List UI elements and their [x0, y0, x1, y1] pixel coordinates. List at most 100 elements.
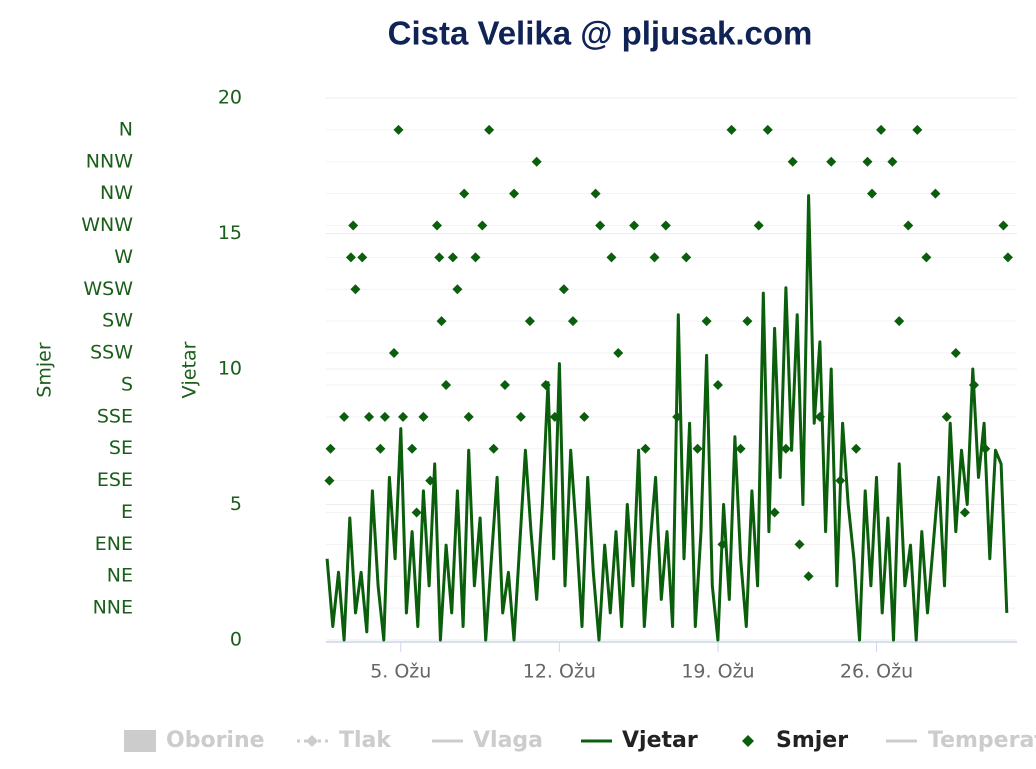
y2-tick-label: NW [100, 182, 133, 204]
direction-point [613, 348, 624, 359]
y2-tick-label: W [114, 246, 133, 268]
direction-point [434, 252, 445, 263]
direction-point [470, 252, 481, 263]
direction-point [398, 411, 409, 422]
y2-tick-label: SE [109, 437, 133, 459]
y2-tick-label: S [121, 373, 133, 395]
direction-point [862, 156, 873, 167]
y-tick-label: 5 [230, 493, 242, 515]
direction-point [950, 348, 961, 359]
y2-tick-label: N [119, 118, 133, 140]
direction-point [742, 316, 753, 327]
direction-point [903, 220, 914, 231]
direction-point [325, 443, 336, 454]
legend-label[interactable]: Smjer [776, 728, 848, 753]
x-tick-label: 19. Ožu [681, 661, 754, 683]
direction-point [375, 443, 386, 454]
direction-point [407, 443, 418, 454]
direction-point [595, 220, 606, 231]
direction-point [540, 379, 551, 390]
direction-point [753, 220, 764, 231]
direction-point [524, 316, 535, 327]
y2-tick-label: E [121, 501, 133, 523]
direction-point [348, 220, 359, 231]
direction-point [364, 411, 375, 422]
direction-point [606, 252, 617, 263]
direction-point [452, 284, 463, 295]
chart-title: Cista Velika @ pljusak.com [388, 15, 813, 52]
direction-point [867, 188, 878, 199]
direction-point [393, 124, 404, 135]
direction-point [488, 443, 499, 454]
direction-point [649, 252, 660, 263]
direction-point [660, 220, 671, 231]
direction-point [803, 571, 814, 582]
x-tick-label: 26. Ožu [840, 661, 913, 683]
y2-tick-label: ESE [97, 469, 133, 491]
x-tick-label: 12. Ožu [523, 661, 596, 683]
direction-point [769, 507, 780, 518]
y2-tick-label: NE [107, 565, 133, 587]
direction-point [388, 348, 399, 359]
direction-point [441, 379, 452, 390]
direction-point [339, 411, 350, 422]
direction-point [558, 284, 569, 295]
direction-point [941, 411, 952, 422]
y2-axis-title: Smjer [34, 342, 56, 398]
direction-point [463, 411, 474, 422]
direction-point [379, 411, 390, 422]
legend-symbol [306, 735, 318, 747]
y-tick-label: 15 [218, 222, 242, 244]
direction-point [515, 411, 526, 422]
y-axis-title: Vjetar [179, 341, 201, 398]
y-tick-label: 10 [218, 358, 242, 380]
direction-point [894, 316, 905, 327]
direction-point [459, 188, 470, 199]
direction-point [590, 188, 601, 199]
direction-point [712, 379, 723, 390]
direction-point [447, 252, 458, 263]
direction-point [826, 156, 837, 167]
direction-point [959, 507, 970, 518]
y-tick-label: 0 [230, 629, 242, 651]
direction-point [835, 475, 846, 486]
legend-label[interactable]: Vjetar [622, 728, 698, 753]
y2-tick-label: SSE [97, 405, 133, 427]
direction-point [814, 411, 825, 422]
y2-tick-label: ENE [95, 533, 133, 555]
direction-point [876, 124, 887, 135]
x-tick-label: 5. Ožu [370, 661, 431, 683]
wind-line [325, 194, 1009, 642]
direction-point [640, 443, 651, 454]
legend-label[interactable]: Oborine [166, 728, 265, 753]
direction-point [509, 188, 520, 199]
y2-tick-label: NNE [93, 597, 133, 619]
direction-point [567, 316, 578, 327]
y2-tick-label: SSW [90, 342, 133, 364]
direction-point [1002, 252, 1013, 263]
legend-label[interactable]: Vlaga [473, 728, 543, 753]
y2-tick-label: NNW [86, 150, 133, 172]
direction-point [418, 411, 429, 422]
y2-tick-label: SW [102, 310, 133, 332]
direction-point [681, 252, 692, 263]
direction-point [851, 443, 862, 454]
direction-point [692, 443, 703, 454]
legend-label[interactable]: Temperatura [928, 728, 1036, 753]
direction-point [717, 539, 728, 550]
direction-point [324, 475, 335, 486]
direction-point [672, 411, 683, 422]
direction-point [794, 539, 805, 550]
direction-point [787, 156, 798, 167]
legend-symbol [742, 735, 754, 747]
legend-symbol [124, 730, 156, 752]
direction-point [930, 188, 941, 199]
direction-point [579, 411, 590, 422]
legend-label[interactable]: Tlak [339, 728, 392, 753]
direction-point [980, 443, 991, 454]
direction-point [735, 443, 746, 454]
y-tick-label: 20 [218, 87, 242, 109]
direction-point [411, 507, 422, 518]
direction-point [350, 284, 361, 295]
